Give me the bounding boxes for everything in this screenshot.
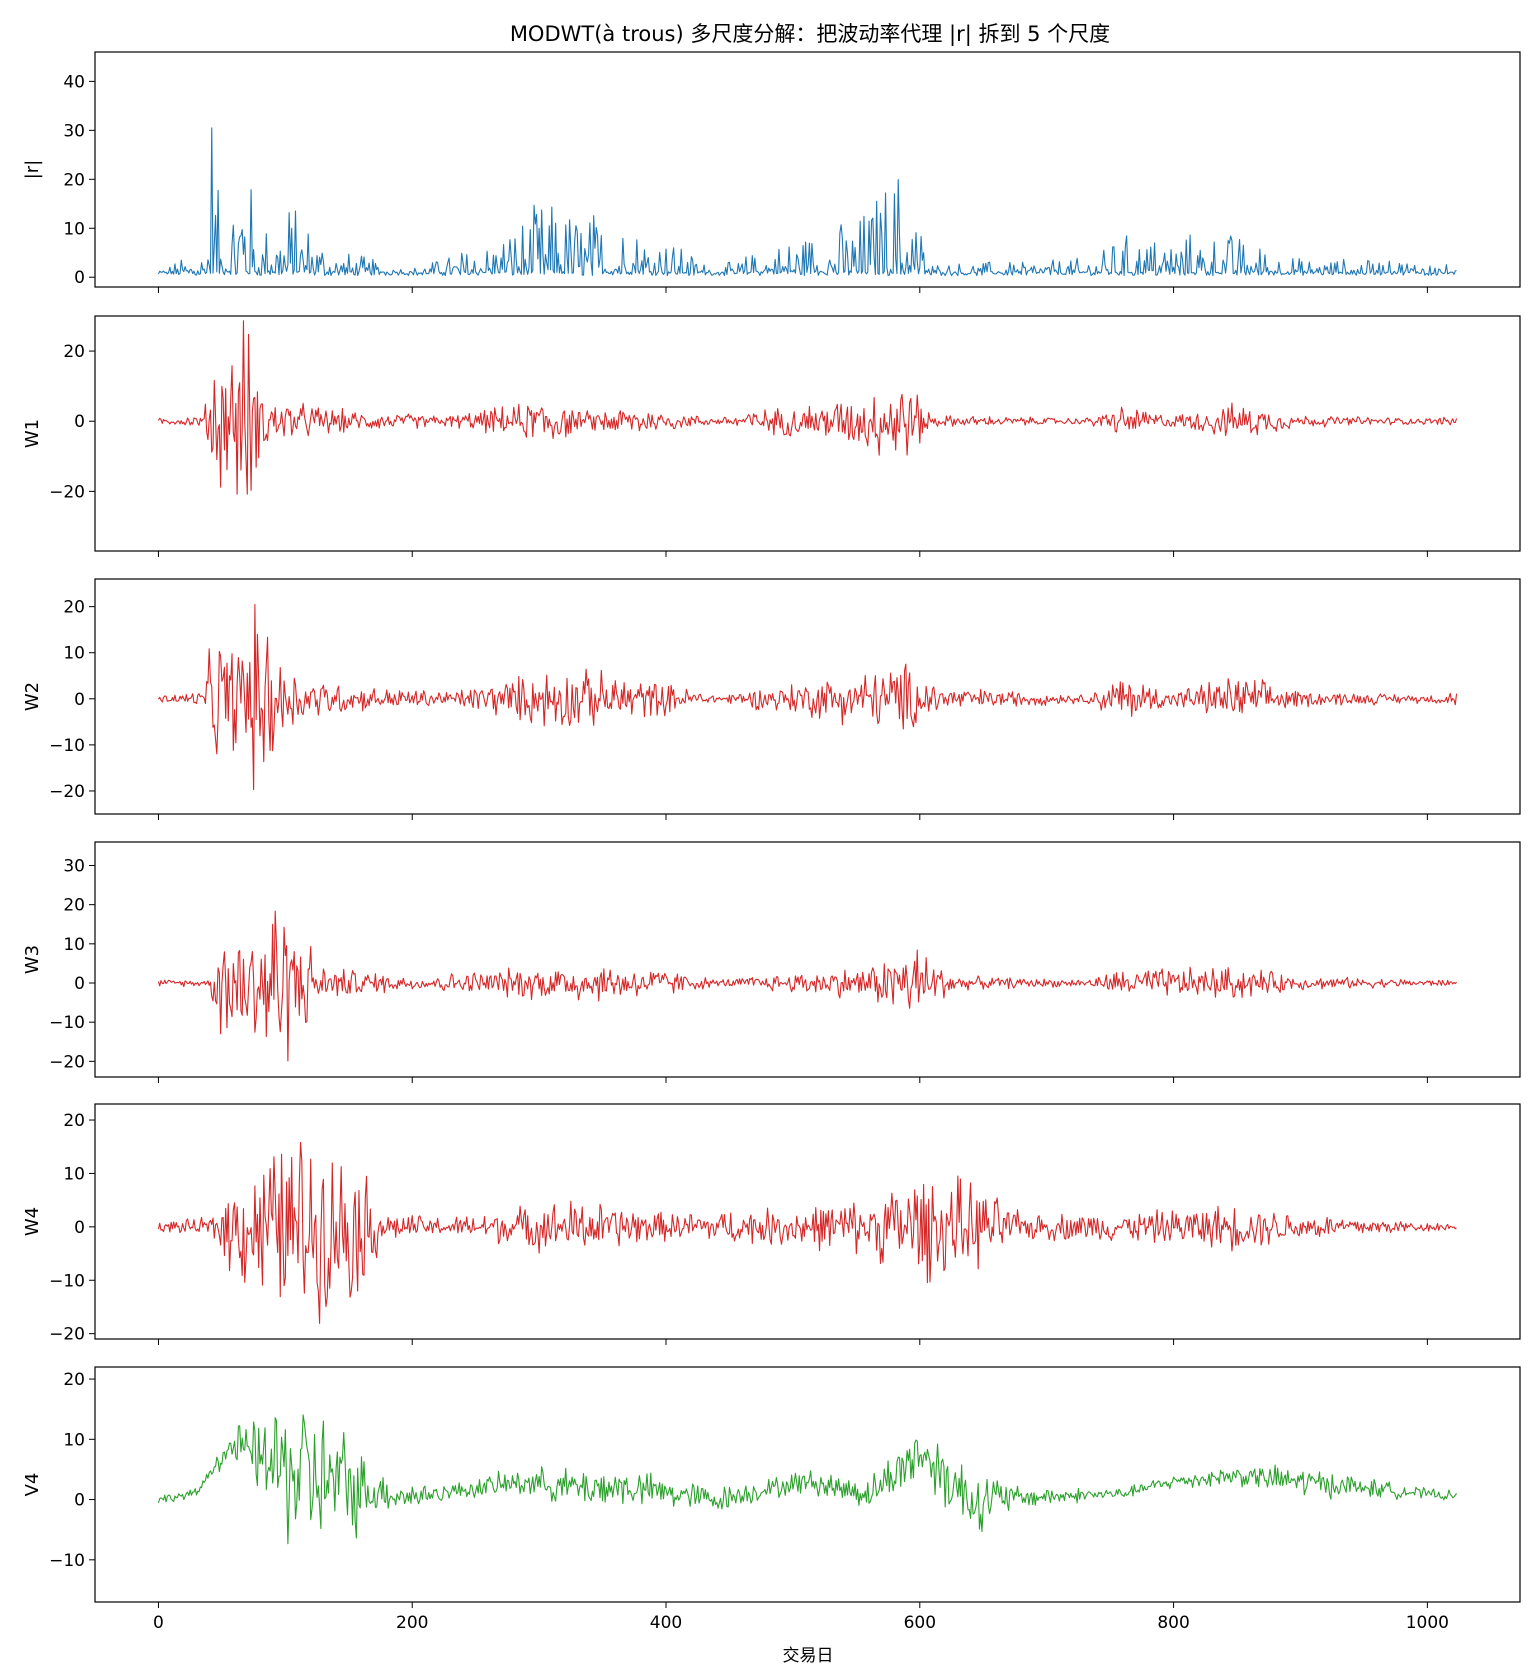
y-tick-label: 0 [74, 412, 85, 432]
y-tick-label: −20 [49, 782, 85, 802]
axes-frame [94, 841, 1521, 1078]
y-tick-label: 30 [63, 857, 85, 877]
panel-W3-3: −20 −10 0 10 20 30 W3 [22, 841, 1521, 1083]
y-axis-label: V4 [22, 1473, 43, 1497]
y-tick-label: 10 [63, 219, 85, 239]
y-axis-label: W3 [22, 945, 43, 974]
y-axis-label: W1 [22, 419, 43, 448]
panel-r-0: 0 10 20 30 40 |r| [22, 51, 1521, 293]
axes-frame [94, 1103, 1521, 1340]
series-line-W2 [158, 604, 1458, 791]
panel-W2-2: −20 −10 0 10 20 W2 [22, 578, 1521, 820]
y-tick-label: 10 [63, 644, 85, 664]
y-tick-label: −20 [49, 1052, 85, 1072]
y-axis-label: |r| [22, 160, 43, 180]
x-tick-label: 200 [396, 1613, 428, 1633]
y-tick-label: 0 [74, 1491, 85, 1511]
y-tick-label: −10 [49, 1551, 85, 1571]
x-tick-label: 800 [1157, 1613, 1189, 1633]
series-line-W4 [157, 1141, 1457, 1324]
panel-W4-4: −20 −10 0 10 20 W4 [22, 1103, 1521, 1345]
y-tick-label: −10 [49, 1013, 85, 1033]
axes-frame [94, 578, 1521, 815]
series-line-V4 [157, 1414, 1457, 1545]
y-axis-label: W2 [22, 682, 43, 711]
series-line-|r| [157, 127, 1457, 277]
y-tick-label: 40 [63, 72, 85, 92]
series-line-W3 [157, 910, 1457, 1062]
y-tick-label: 10 [63, 1430, 85, 1450]
y-tick-label: −20 [49, 1325, 85, 1345]
x-tick-label: 1000 [1406, 1613, 1449, 1633]
y-tick-label: 20 [63, 342, 85, 362]
x-tick-label: 0 [153, 1613, 164, 1633]
y-tick-label: 30 [63, 121, 85, 141]
y-tick-label: 0 [74, 690, 85, 710]
axes-frame [94, 1366, 1521, 1603]
chart-title: MODWT(à trous) 多尺度分解：把波动率代理 |r| 拆到 5 个尺度 [510, 22, 1110, 47]
y-tick-label: −10 [49, 736, 85, 756]
y-tick-label: −20 [49, 482, 85, 502]
x-axis-label: 交易日 [783, 1646, 834, 1666]
y-tick-label: 10 [63, 1164, 85, 1184]
y-tick-label: −10 [49, 1271, 85, 1291]
x-tick-label: 400 [650, 1613, 682, 1633]
y-tick-label: 20 [63, 896, 85, 916]
y-tick-label: 0 [74, 1218, 85, 1238]
y-tick-label: 20 [63, 170, 85, 190]
y-tick-label: 10 [63, 935, 85, 955]
axes-frame [94, 51, 1521, 288]
panel-W1-1: −20 0 20 W1 [22, 315, 1521, 557]
y-tick-label: 20 [63, 598, 85, 618]
series-line-W1 [157, 320, 1458, 495]
x-tick-label: 600 [904, 1613, 936, 1633]
axes-frame [94, 315, 1521, 552]
panels: 0 10 20 30 40 |r| −20 0 20 W1 −20 −10 0 10 20 W2 −20 −10 0… [22, 51, 1521, 1633]
y-tick-label: 20 [63, 1111, 85, 1131]
y-axis-label: W4 [22, 1207, 43, 1236]
y-tick-label: 0 [74, 268, 85, 288]
y-tick-label: 20 [63, 1370, 85, 1390]
y-tick-label: 0 [74, 974, 85, 994]
